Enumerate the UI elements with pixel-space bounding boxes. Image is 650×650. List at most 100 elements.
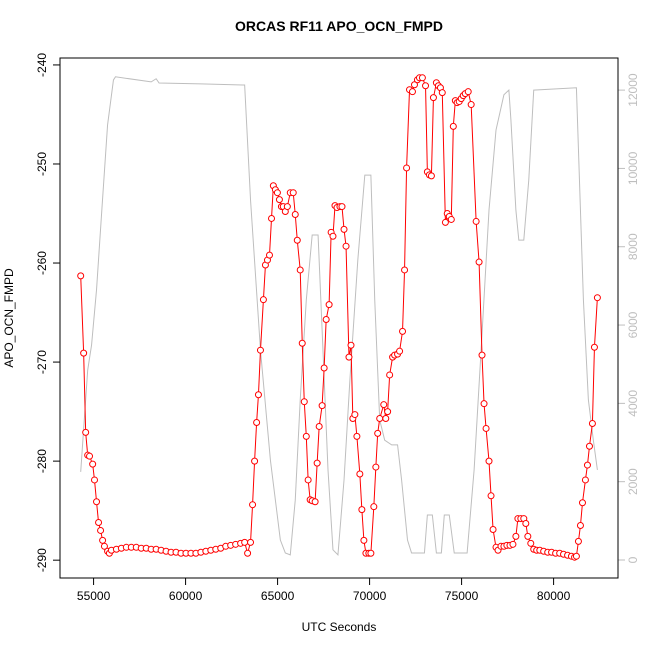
point: [487, 492, 495, 500]
chart-title: ORCAS RF11 APO_OCN_FMPD: [235, 18, 443, 34]
point: [384, 408, 392, 416]
point: [329, 232, 337, 240]
x-tick-label: 70000: [353, 589, 387, 603]
y-tick-label: -280: [35, 449, 49, 473]
point: [447, 215, 455, 223]
point: [340, 225, 348, 233]
point: [244, 549, 252, 557]
point: [338, 203, 346, 211]
point: [86, 452, 94, 460]
point: [256, 346, 264, 354]
point: [302, 432, 310, 440]
y-tick-label: -250: [35, 152, 49, 176]
point: [300, 398, 308, 406]
point: [422, 82, 430, 90]
point: [241, 538, 249, 546]
point: [315, 422, 323, 430]
y-tick-label: -290: [35, 548, 49, 572]
point: [449, 122, 457, 130]
point: [408, 88, 416, 96]
point: [489, 525, 497, 533]
y2-tick-label: 0: [626, 556, 640, 563]
point: [401, 266, 409, 274]
point: [527, 539, 535, 547]
point: [93, 498, 101, 506]
point: [82, 428, 90, 436]
point: [298, 339, 306, 347]
point: [259, 296, 267, 304]
point: [475, 258, 483, 266]
point: [99, 536, 107, 544]
point: [293, 236, 301, 244]
point: [80, 349, 88, 357]
point: [588, 419, 596, 427]
point: [396, 347, 404, 355]
x-tick-label: 75000: [445, 589, 479, 603]
point: [275, 196, 283, 204]
point: [313, 459, 321, 467]
point: [289, 189, 297, 197]
y2-tick-label: 10000: [626, 151, 640, 185]
point: [322, 315, 330, 323]
point: [253, 418, 261, 426]
point: [522, 520, 530, 528]
point: [100, 542, 108, 550]
x-tick-label: 55000: [77, 589, 111, 603]
point: [318, 402, 326, 410]
y2-tick-label: 4000: [626, 390, 640, 417]
point: [251, 457, 259, 465]
series-line: [80, 76, 598, 557]
y2-tick-label: 12000: [626, 73, 640, 107]
point: [427, 172, 435, 180]
point: [482, 424, 490, 432]
point: [480, 400, 488, 408]
point: [403, 164, 411, 172]
point: [351, 411, 359, 419]
point: [509, 540, 517, 548]
point: [583, 461, 591, 469]
point: [358, 506, 366, 514]
point: [576, 522, 584, 530]
point: [399, 327, 407, 335]
point: [593, 294, 601, 302]
point: [572, 552, 580, 560]
point: [95, 519, 103, 527]
y-axis-label: APO_OCN_FMPD: [2, 268, 16, 368]
point: [478, 351, 486, 359]
point: [311, 498, 319, 506]
point: [353, 432, 361, 440]
point: [360, 536, 368, 544]
point: [283, 203, 291, 211]
x-tick-label: 60000: [169, 589, 203, 603]
plot-box: [59, 57, 619, 579]
point: [89, 460, 97, 468]
point: [374, 429, 382, 437]
point: [578, 499, 586, 507]
point: [320, 364, 328, 372]
point: [467, 101, 475, 109]
point: [370, 503, 378, 511]
point: [590, 343, 598, 351]
point: [418, 74, 426, 82]
x-tick-label: 65000: [261, 589, 295, 603]
point: [581, 476, 589, 484]
point: [356, 470, 364, 478]
point: [249, 501, 257, 509]
point: [342, 242, 350, 250]
point: [380, 401, 388, 409]
x-axis-label: UTC Seconds: [302, 620, 377, 634]
y2-tick-label: 6000: [626, 311, 640, 338]
point: [574, 537, 582, 545]
point: [77, 272, 85, 280]
point: [296, 266, 304, 274]
point: [372, 463, 380, 471]
point: [376, 415, 384, 423]
point: [438, 89, 446, 97]
y-tick-label: -270: [35, 350, 49, 374]
point: [97, 526, 105, 534]
point: [585, 442, 593, 450]
point: [265, 251, 273, 259]
point: [386, 371, 394, 379]
y2-tick-label: 2000: [626, 468, 640, 495]
